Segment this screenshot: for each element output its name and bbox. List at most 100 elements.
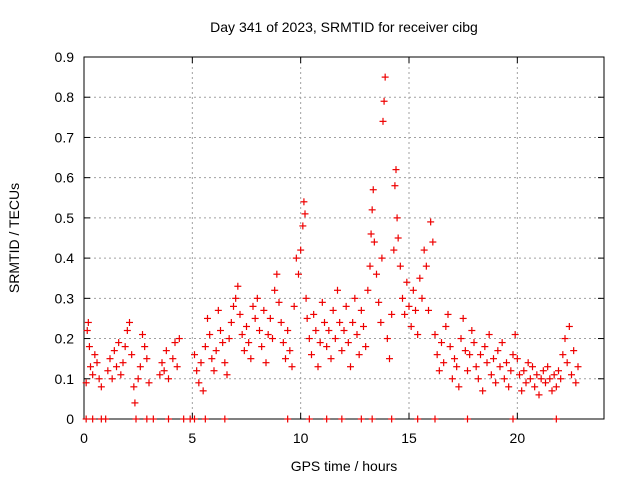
data-point [459, 314, 467, 322]
data-point [173, 363, 181, 371]
data-point [262, 359, 270, 367]
data-point [292, 254, 300, 262]
data-point [238, 331, 246, 339]
data-point [325, 327, 333, 335]
data-point [470, 339, 478, 347]
data-point [303, 314, 311, 322]
data-point [89, 371, 97, 379]
data-point [344, 339, 352, 347]
data-point [507, 367, 515, 375]
data-point [377, 318, 385, 326]
data-point [490, 355, 497, 363]
data-point [301, 210, 309, 218]
data-point [84, 318, 92, 326]
data-point [355, 351, 363, 359]
data-point [347, 363, 354, 371]
data-point [314, 363, 322, 371]
data-point [264, 331, 272, 339]
data-point [380, 97, 388, 105]
data-point [334, 286, 341, 294]
data-point [165, 415, 172, 423]
data-point [316, 339, 324, 347]
data-point [526, 375, 534, 383]
data-point [570, 347, 578, 355]
data-point [126, 318, 133, 326]
data-point [141, 343, 149, 351]
data-point [266, 314, 274, 322]
data-point [143, 355, 151, 363]
x-tick-label: 15 [401, 430, 417, 446]
data-point [271, 286, 279, 294]
data-point [455, 383, 463, 391]
data-point [509, 351, 517, 359]
data-point [368, 415, 376, 423]
data-point [438, 339, 445, 347]
data-point [273, 270, 281, 278]
data-marks [82, 73, 582, 423]
data-point [557, 375, 565, 383]
y-tick-label: 0.1 [55, 371, 75, 387]
data-point [481, 343, 489, 351]
data-point [563, 359, 571, 367]
data-point [282, 355, 289, 363]
data-point [204, 314, 211, 322]
data-point [136, 363, 144, 371]
data-point [230, 302, 237, 310]
data-point [349, 318, 357, 326]
data-point [197, 359, 205, 367]
data-point [418, 294, 426, 302]
data-point [123, 327, 131, 335]
data-point [561, 335, 569, 343]
data-point [258, 343, 266, 351]
data-point [305, 415, 313, 423]
data-point [232, 294, 240, 302]
data-point [119, 359, 127, 367]
data-point [520, 367, 528, 375]
data-point [240, 347, 248, 355]
data-point [435, 367, 443, 375]
data-point [522, 379, 530, 387]
data-point [453, 363, 461, 371]
data-point [279, 339, 287, 347]
data-point [500, 375, 508, 383]
data-point [513, 355, 521, 363]
data-point [496, 363, 504, 371]
data-point [91, 351, 99, 359]
data-point [284, 415, 292, 423]
data-point [414, 331, 422, 339]
data-point [115, 339, 123, 347]
data-point [537, 375, 545, 383]
data-point [393, 214, 401, 222]
data-point [503, 359, 510, 367]
data-point [295, 270, 302, 278]
data-point [87, 363, 94, 371]
y-tick-label: 0.4 [55, 250, 75, 266]
data-point [479, 387, 487, 395]
data-point [535, 391, 543, 399]
data-point [529, 363, 536, 371]
data-point [329, 306, 337, 314]
data-point [214, 306, 222, 314]
data-point [351, 294, 359, 302]
data-point [175, 335, 183, 343]
data-point [366, 262, 374, 270]
data-point [302, 294, 310, 302]
data-point [338, 347, 346, 355]
data-point [433, 351, 441, 359]
data-point [442, 322, 450, 330]
y-tick-label: 0.5 [55, 210, 75, 226]
data-point [290, 302, 298, 310]
data-point [451, 355, 458, 363]
data-point [193, 367, 201, 375]
x-tick-label: 5 [188, 430, 196, 446]
data-point [310, 310, 318, 318]
chart-title: Day 341 of 2023, SRMTID for receiver cib… [210, 19, 478, 35]
data-point [498, 339, 506, 347]
data-point [474, 375, 482, 383]
data-point [422, 262, 430, 270]
data-point [388, 415, 396, 423]
y-tick-label: 0.6 [55, 170, 75, 186]
data-point [369, 186, 377, 194]
data-point [368, 206, 376, 214]
data-point [444, 310, 452, 318]
